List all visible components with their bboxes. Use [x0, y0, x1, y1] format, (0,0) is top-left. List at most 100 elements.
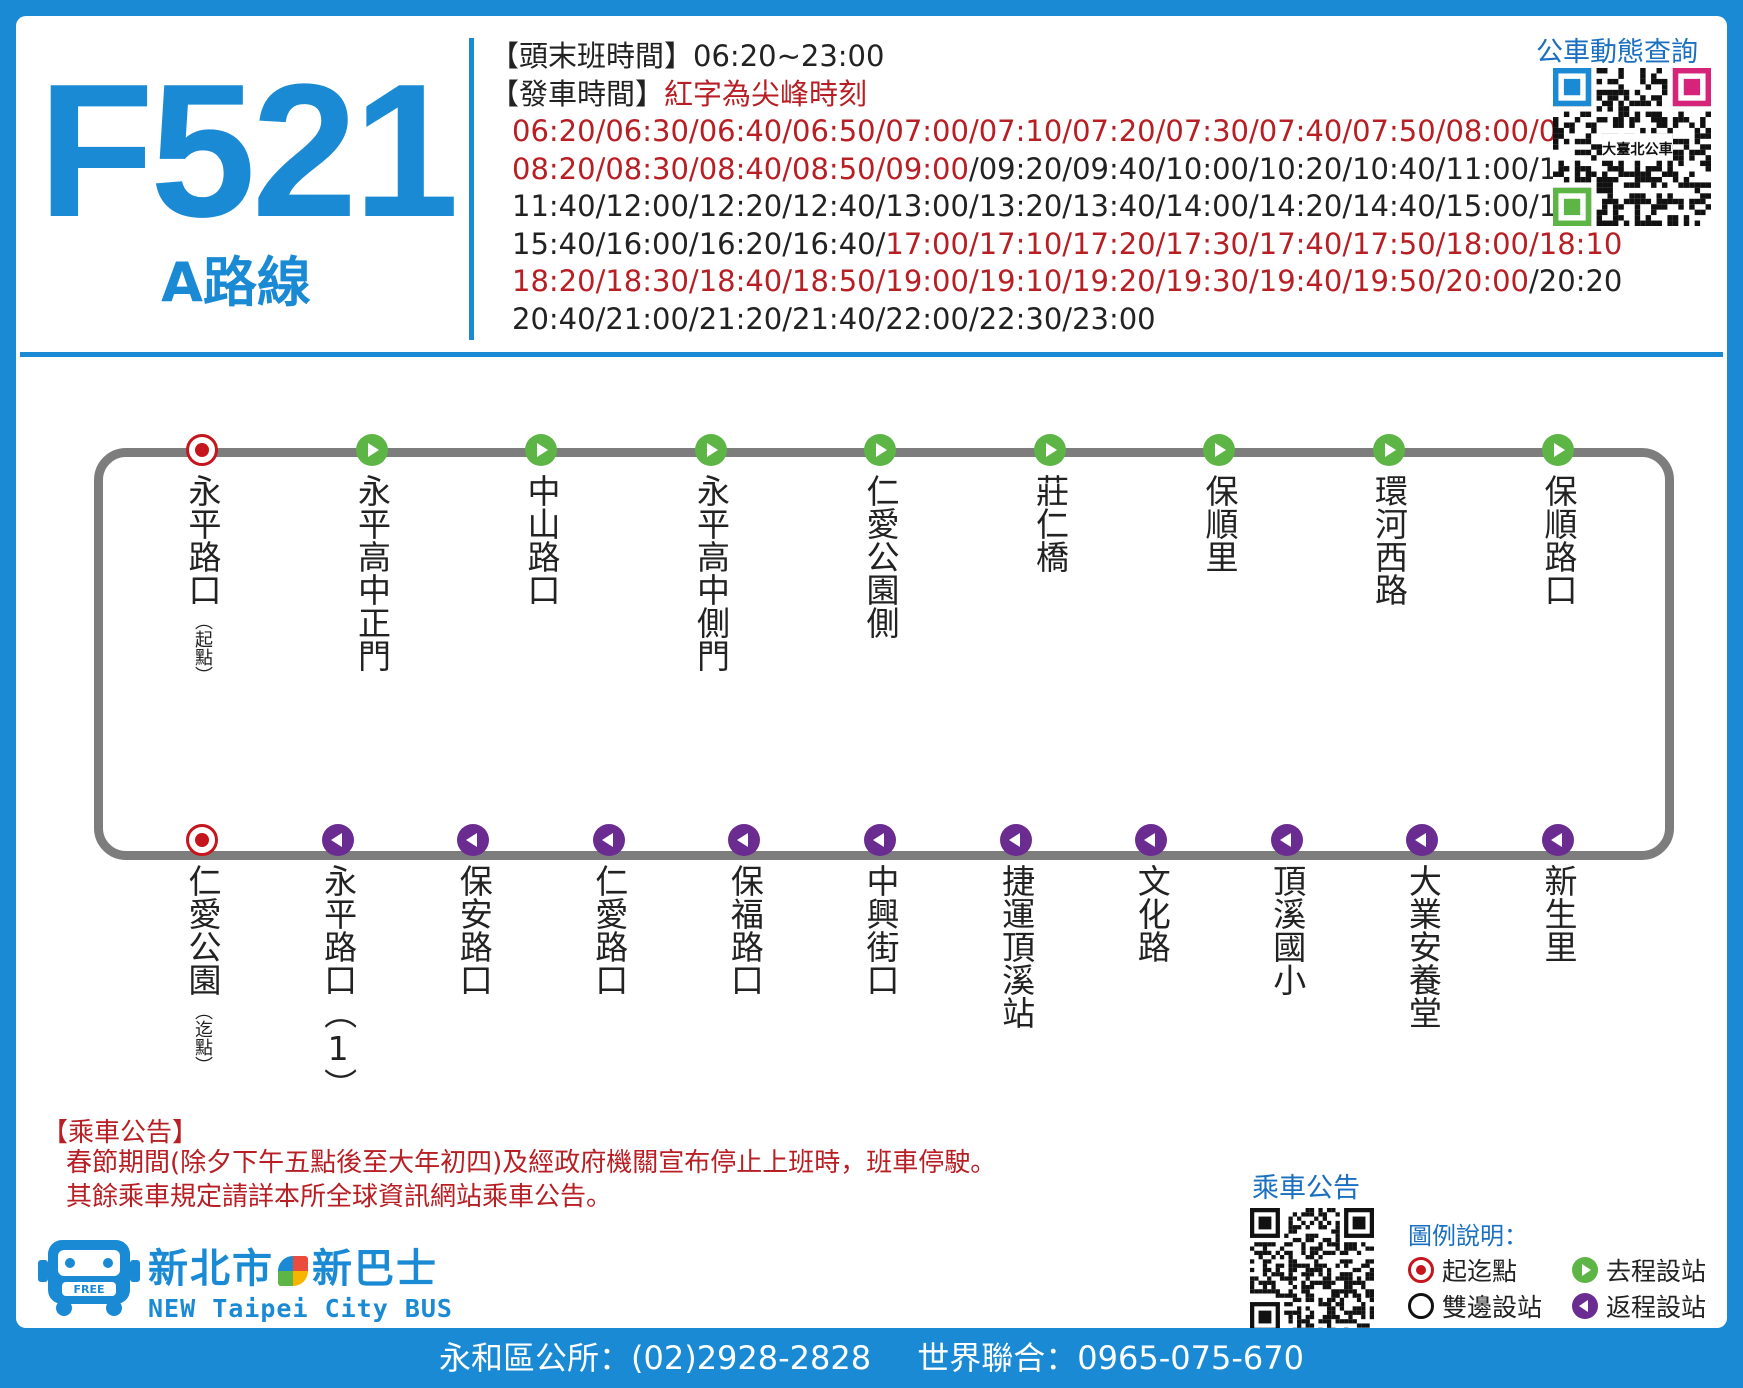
terminal-marker-icon — [186, 824, 218, 856]
outbound-marker-icon — [1372, 434, 1405, 466]
departure-times-line: 06:20/06:30/06:40/06:50/07:00/07:10/07:2… — [490, 113, 1622, 151]
stop-name: 新生里 — [1539, 864, 1578, 963]
stop-name: 永平高中正門 — [352, 474, 392, 672]
qr-dynamic-code[interactable]: 大臺北公車 — [1553, 68, 1711, 226]
outbound-marker-icon — [694, 434, 727, 466]
peak-times: 06:20/06:30/06:40/06:50/07:00/07:10/07:2… — [512, 114, 1623, 148]
route-subtitle: A路線 — [161, 251, 311, 314]
return-marker-icon — [864, 824, 896, 856]
legend-outbound-label: 去程設站 — [1606, 1257, 1707, 1286]
outbound-marker-icon — [1203, 434, 1235, 466]
stop-stops_return-5: 中興街口 — [850, 824, 910, 996]
stop-name: 頂溪國小 — [1267, 864, 1307, 996]
return-marker-icon — [1542, 824, 1574, 856]
offpeak-times: /20:20 — [1529, 264, 1623, 298]
stop-stops_return-6: 捷運頂溪站 — [986, 824, 1046, 1029]
stop-name: 永平路口 — [183, 474, 222, 606]
stop-stops_return-4: 保福路口 — [714, 824, 774, 996]
qr-logo-text: 大臺北公車 — [1602, 141, 1673, 158]
stop-name: 大業安養堂 — [1403, 864, 1443, 1029]
legend-terminal-label: 起迄點 — [1442, 1257, 1518, 1286]
outbound-marker-icon — [864, 434, 896, 466]
stop-stops_return-0: 仁愛公園 （迄點） — [172, 824, 232, 1074]
legend-terminal: 起迄點 — [1408, 1252, 1517, 1288]
terminal-marker-icon — [1408, 1257, 1434, 1283]
return-marker-icon — [1572, 1293, 1598, 1319]
departure-times-line: 20:40/21:00/21:20/21:40/22:00/22:30/23:0… — [490, 301, 1590, 339]
route-sign-panel: F521 A路線 【頭末班時間】06:20~23:00 【發車時間】紅字為尖峰時… — [16, 16, 1727, 1328]
stop-name: 仁愛路口 — [589, 864, 629, 996]
outbound-marker-icon — [1572, 1257, 1598, 1283]
peak-times: 18:20/18:30/18:40/18:50/19:00/19:10/19:2… — [512, 264, 1530, 298]
stop-name: 中山路口 — [522, 474, 561, 606]
notice-qr-label: 乘車公告 — [1252, 1173, 1360, 1204]
logo-badge: FREE — [73, 1283, 104, 1296]
stop-stops_return-1: 永平路口（1） — [308, 824, 368, 1101]
return-marker-icon — [1406, 824, 1439, 856]
schedule-block: 【頭末班時間】06:20~23:00 【發車時間】紅字為尖峰時刻 06:20/0… — [490, 38, 1622, 339]
stop-name: 文化路 — [1132, 864, 1172, 963]
footer-contacts: 永和區公所：(02)2928-2828 世界聯合：0965-075-670 — [0, 1328, 1743, 1388]
logo-text-left: 新北市 — [148, 1246, 274, 1292]
terminal-marker-icon — [186, 434, 218, 466]
legend-title: 圖例說明： — [1408, 1222, 1528, 1250]
stop-stops_outbound-5: 莊仁橋 — [1020, 434, 1080, 573]
stop-stops_return-2: 保安路口 — [443, 824, 503, 996]
logo-text-en: NEW Taipei City BUS — [148, 1294, 453, 1323]
offpeak-times: 20:40/21:00/21:20/21:40/22:00/22:30/23:0… — [512, 301, 1156, 336]
return-marker-icon — [321, 824, 354, 856]
legend-outbound: 去程設站 — [1572, 1252, 1706, 1288]
bus-logo-icon: FREE — [38, 1240, 140, 1316]
section-divider — [20, 352, 1723, 357]
legend-return-label: 返程設站 — [1606, 1293, 1707, 1322]
stop-stops_return-7: 文化路 — [1121, 824, 1181, 963]
first-last-row: 【頭末班時間】06:20~23:00 — [490, 38, 1590, 76]
return-marker-icon — [1135, 824, 1168, 856]
offpeak-times: /09:20/09:40/10:00/10:20/10:40/11:00/11:… — [968, 151, 1623, 186]
stop-name: 保順路口 — [1539, 474, 1578, 606]
notice-qr-code[interactable] — [1250, 1208, 1374, 1328]
return-marker-icon — [999, 824, 1032, 856]
stop-name: 永平路口（1） — [318, 864, 358, 1101]
stop-name: 永平高中側門 — [691, 474, 731, 672]
stop-stops_return-9: 大業安養堂 — [1392, 824, 1452, 1029]
departure-times-line: 15:40/16:00/16:20/16:40/17:00/17:10/17:2… — [490, 226, 1622, 264]
logo-flower-icon — [278, 1256, 308, 1286]
legend-both: 雙邊設站 — [1408, 1288, 1542, 1324]
stop-name: 仁愛公園 — [183, 864, 222, 996]
departure-times-line: 08:20/08:30/08:40/08:50/09:00/09:20/09:4… — [490, 151, 1622, 189]
qr-dynamic-label: 公車動態查詢 — [1536, 37, 1698, 68]
return-marker-icon — [728, 824, 761, 856]
stop-name: 環河西路 — [1369, 474, 1409, 606]
header-divider — [469, 38, 474, 340]
stop-stops_outbound-6: 保順里 — [1189, 434, 1249, 573]
notice-line: 春節期間(除夕下午五點後至大年初四)及經政府機關宣布停止上班時，班車停駛。 — [66, 1148, 997, 1178]
stop-stops_outbound-0: 永平路口 （起點） — [172, 434, 232, 684]
offpeak-times: 15:40/16:00/16:20/16:40/ — [512, 226, 886, 261]
departure-row: 【發車時間】紅字為尖峰時刻 — [490, 76, 1590, 114]
footer-office: 永和區公所：(02)2928-2828 — [439, 1339, 872, 1377]
notice-title: 【乘車公告】 — [42, 1118, 199, 1148]
both-marker-icon — [1408, 1293, 1434, 1319]
return-marker-icon — [592, 824, 625, 856]
route-number: F521 — [38, 45, 459, 257]
stop-note: （起點） — [192, 612, 213, 684]
stop-name: 莊仁橋 — [1030, 474, 1070, 573]
logo-text-right: 新巴士 — [312, 1246, 438, 1292]
stop-stops_outbound-1: 永平高中正門 — [342, 434, 402, 672]
peak-times: 17:00/17:10/17:20/17:30/17:40/17:50/18:0… — [885, 226, 1623, 261]
departure-times: 06:20/06:30/06:40/06:50/07:00/07:10/07:2… — [490, 113, 1622, 339]
stop-name: 保順里 — [1200, 474, 1239, 573]
stop-name: 中興街口 — [861, 864, 900, 996]
departure-label: 【發車時間】 — [490, 76, 665, 111]
outbound-marker-icon — [525, 434, 557, 466]
stop-stops_outbound-8: 保順路口 — [1528, 434, 1588, 606]
stop-name: 保福路口 — [725, 864, 765, 996]
departure-times-line: 11:40/12:00/12:20/12:40/13:00/13:20/13:4… — [490, 188, 1622, 226]
offpeak-times: 11:40/12:00/12:20/12:40/13:00/13:20/13:4… — [512, 189, 1623, 223]
outbound-marker-icon — [1033, 434, 1066, 466]
stop-name: 保安路口 — [454, 864, 494, 996]
stop-stops_return-10: 新生里 — [1528, 824, 1588, 963]
legend-both-label: 雙邊設站 — [1442, 1293, 1543, 1322]
stop-name: 捷運頂溪站 — [996, 864, 1036, 1029]
